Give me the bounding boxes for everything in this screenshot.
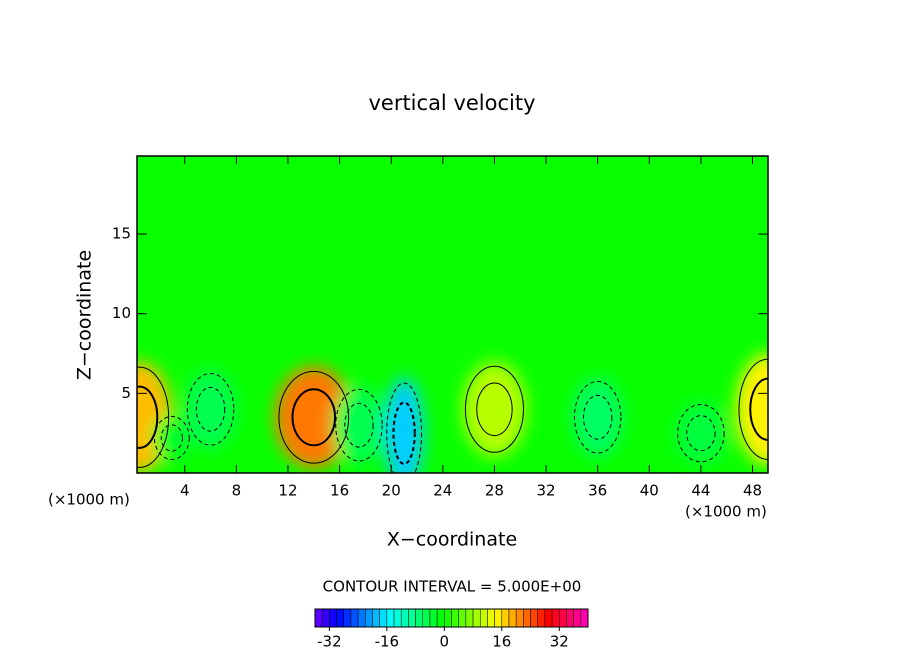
x-tick-label: 8 (232, 482, 242, 500)
field-extremum (275, 366, 353, 469)
colorbar-cell (393, 608, 402, 628)
colorbar-cell (429, 608, 438, 628)
contour-line (195, 386, 226, 432)
plot-frame (136, 155, 769, 474)
colorbar-cell (436, 608, 445, 628)
colorbar-frame (314, 608, 589, 628)
colorbar-cell (551, 608, 560, 628)
contour-line (677, 404, 725, 463)
contour-line (386, 382, 423, 473)
contour-line (464, 365, 524, 453)
field-extremum (384, 377, 424, 473)
colorbar-cell (479, 608, 488, 628)
contour-note: CONTOUR INTERVAL = 5.000E+00 (323, 578, 582, 596)
colorbar-cell (458, 608, 467, 628)
contour-line (186, 372, 235, 446)
contour-line (335, 388, 383, 462)
contour-line (573, 380, 622, 454)
field-background (137, 156, 768, 473)
colorbar-cell (350, 608, 359, 628)
y-tick-label: 15 (112, 225, 131, 243)
x-tick-label: 36 (588, 482, 607, 500)
chart-title: vertical velocity (368, 91, 535, 115)
colorbar-cell (494, 608, 503, 628)
x-axis-label: X−coordinate (387, 529, 517, 551)
colorbar-cell (566, 608, 574, 628)
field-extremum (675, 401, 727, 466)
colorbar-cell (314, 608, 323, 628)
x-tick-label: 24 (433, 482, 452, 500)
field-extremum (571, 377, 624, 458)
y-tick-label: 10 (112, 304, 131, 322)
x-tick-label: 44 (691, 482, 710, 500)
colorbar-cell (523, 608, 531, 628)
colorbar-cell (422, 608, 431, 628)
x-tick-label: 48 (743, 482, 762, 500)
contour-line (160, 424, 183, 452)
colorbar-cell (365, 608, 373, 628)
x-tick-label: 12 (278, 482, 297, 500)
colorbar-cell (386, 608, 395, 628)
colorbar-cell (472, 608, 481, 628)
x-unit-left: (×1000 m) (48, 491, 130, 509)
field-extremum (333, 385, 385, 466)
colorbar: -32 -16 0 16 32 (314, 608, 589, 651)
colorbar-cell (372, 608, 380, 628)
colorbar-cell (321, 608, 330, 628)
colorbar-cell (573, 608, 582, 628)
colorbar-cell (530, 608, 538, 628)
field-extremum (152, 414, 192, 462)
colorbar-cell (508, 608, 517, 628)
colorbar-cell (487, 608, 495, 628)
x-tick-label: 32 (537, 482, 556, 500)
contour-line (476, 382, 513, 437)
colorbar-tick-label: 32 (550, 633, 569, 651)
field-extremum (462, 361, 527, 458)
x-tick-label: 16 (330, 482, 349, 500)
colorbar-cell (343, 608, 352, 628)
plot-area (137, 156, 768, 473)
colorbar-cell (537, 608, 546, 628)
contour-line (686, 415, 716, 452)
colorbar-tick-label: -16 (375, 633, 400, 651)
colorbar-cell (400, 608, 409, 628)
contour-line (582, 394, 613, 440)
colorbar-cell (515, 608, 524, 628)
x-tick-label: 40 (640, 482, 659, 500)
colorbar-cell (559, 608, 567, 628)
field-extremum (184, 369, 237, 450)
contour-line (153, 415, 190, 460)
x-tick-label: 28 (485, 482, 504, 500)
colorbar-cell (544, 608, 553, 628)
colorbar-cell (408, 608, 416, 628)
colorbar-cell (336, 608, 344, 628)
y-tick-label: 5 (121, 384, 131, 402)
contour-line (291, 388, 337, 447)
x-tick-label: 4 (180, 482, 190, 500)
colorbar-cell (357, 608, 366, 628)
colorbar-cell (444, 608, 452, 628)
colorbar-cell (580, 608, 589, 628)
y-axis-label: Z−coordinate (74, 250, 96, 380)
colorbar-tick-label: -32 (317, 633, 342, 651)
colorbar-tick-label: 16 (492, 633, 511, 651)
contour-line (137, 385, 159, 449)
colorbar-cell (379, 608, 388, 628)
colorbar-cell (465, 608, 474, 628)
x-unit-right: (×1000 m) (685, 503, 767, 521)
x-tick-label: 20 (382, 482, 401, 500)
colorbar-cell (501, 608, 510, 628)
colorbar-cell (415, 608, 424, 628)
colorbar-cell (329, 608, 337, 628)
colorbar-cell (451, 608, 459, 628)
contour-line (344, 402, 374, 448)
contour-line (278, 370, 350, 464)
colorbar-tick-label: 0 (440, 633, 450, 651)
